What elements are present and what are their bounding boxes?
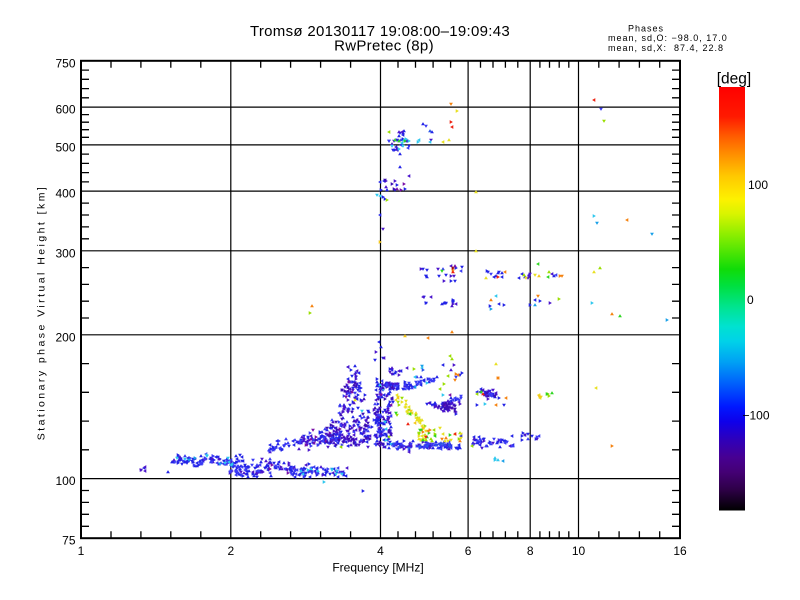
svg-text:750: 750 bbox=[55, 56, 75, 70]
svg-text:100: 100 bbox=[748, 178, 768, 192]
svg-text:Phases: Phases bbox=[628, 23, 664, 33]
svg-text:300: 300 bbox=[55, 246, 75, 260]
svg-text:500: 500 bbox=[55, 140, 75, 154]
svg-text:16: 16 bbox=[673, 544, 687, 558]
svg-text:RwPretec (8p): RwPretec (8p) bbox=[334, 37, 434, 54]
svg-text:10: 10 bbox=[572, 544, 586, 558]
svg-text:75: 75 bbox=[62, 534, 76, 548]
svg-text:0: 0 bbox=[747, 293, 754, 307]
svg-text:−100: −100 bbox=[743, 408, 770, 422]
svg-text:Stationary phase Virtual Heigh: Stationary phase Virtual Height [km] bbox=[36, 185, 48, 441]
svg-text:mean, sd,O: −98.0, 17.0: mean, sd,O: −98.0, 17.0 bbox=[608, 33, 728, 43]
svg-text:Tromsø 20130117 19:08:00–19:09: Tromsø 20130117 19:08:00–19:09:43 bbox=[250, 23, 510, 40]
svg-text:Frequency [MHz]: Frequency [MHz] bbox=[332, 561, 423, 575]
svg-text:mean, sd,X: 87.4, 22.8: mean, sd,X: 87.4, 22.8 bbox=[608, 43, 724, 53]
svg-text:[deg]: [deg] bbox=[717, 71, 751, 88]
svg-text:100: 100 bbox=[55, 474, 75, 488]
svg-text:8: 8 bbox=[527, 544, 534, 558]
svg-text:400: 400 bbox=[55, 187, 75, 201]
svg-text:4: 4 bbox=[377, 544, 384, 558]
svg-text:6: 6 bbox=[465, 544, 472, 558]
svg-text:2: 2 bbox=[227, 544, 234, 558]
svg-text:600: 600 bbox=[55, 103, 75, 117]
svg-text:1: 1 bbox=[78, 544, 85, 558]
svg-text:200: 200 bbox=[55, 330, 75, 344]
